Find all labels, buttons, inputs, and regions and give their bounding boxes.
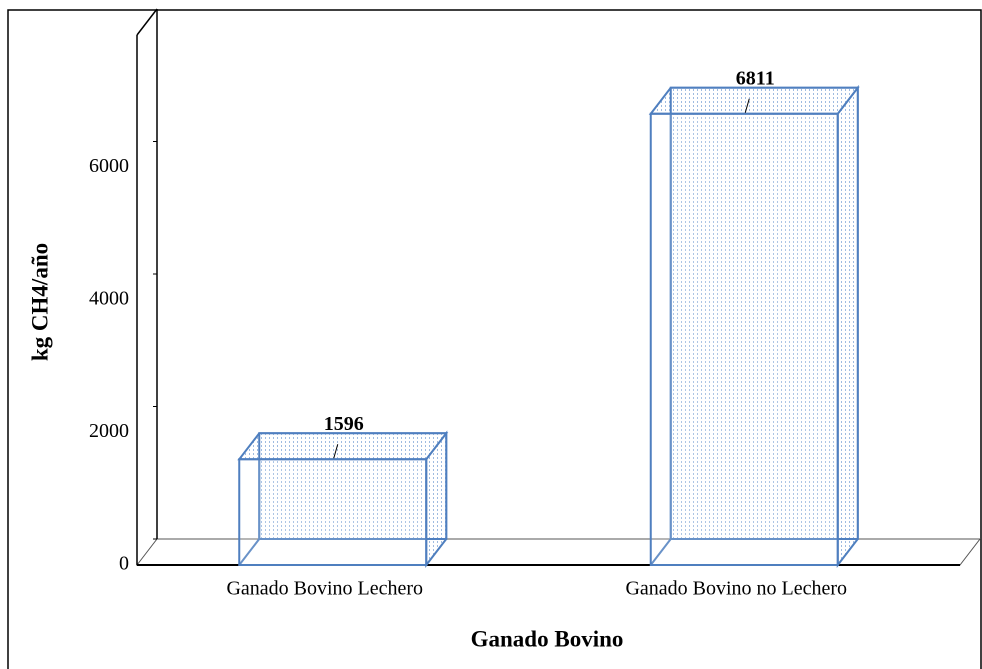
- y-axis-title: kg CH4/año: [27, 243, 52, 361]
- y-axis-top: [136, 8, 158, 36]
- bar-top: [237, 432, 449, 461]
- bar-side: [836, 84, 859, 568]
- bar-inner-edges: [238, 433, 447, 566]
- frame: [7, 9, 982, 669]
- x-tick-label: Ganado Bovino Lechero: [226, 578, 423, 600]
- data-label: 6811: [736, 67, 775, 89]
- bar-front: [238, 458, 428, 566]
- bar: [237, 430, 449, 568]
- y-tick-label: 2000: [89, 420, 129, 442]
- bar: [648, 84, 860, 568]
- y-tick-label: 4000: [89, 288, 129, 310]
- label-leader: [744, 98, 750, 113]
- bar-inner-edges: [649, 87, 858, 566]
- label-leader: [333, 444, 339, 459]
- x-axis-title: Ganado Bovino: [471, 626, 624, 651]
- bar-front: [649, 112, 839, 566]
- y-tick-label: 6000: [89, 155, 129, 177]
- y-tick-label: 0: [119, 553, 129, 575]
- x-tick-label: Ganado Bovino no Lechero: [625, 578, 847, 600]
- bar-top: [648, 86, 860, 115]
- data-label: 1596: [324, 413, 364, 435]
